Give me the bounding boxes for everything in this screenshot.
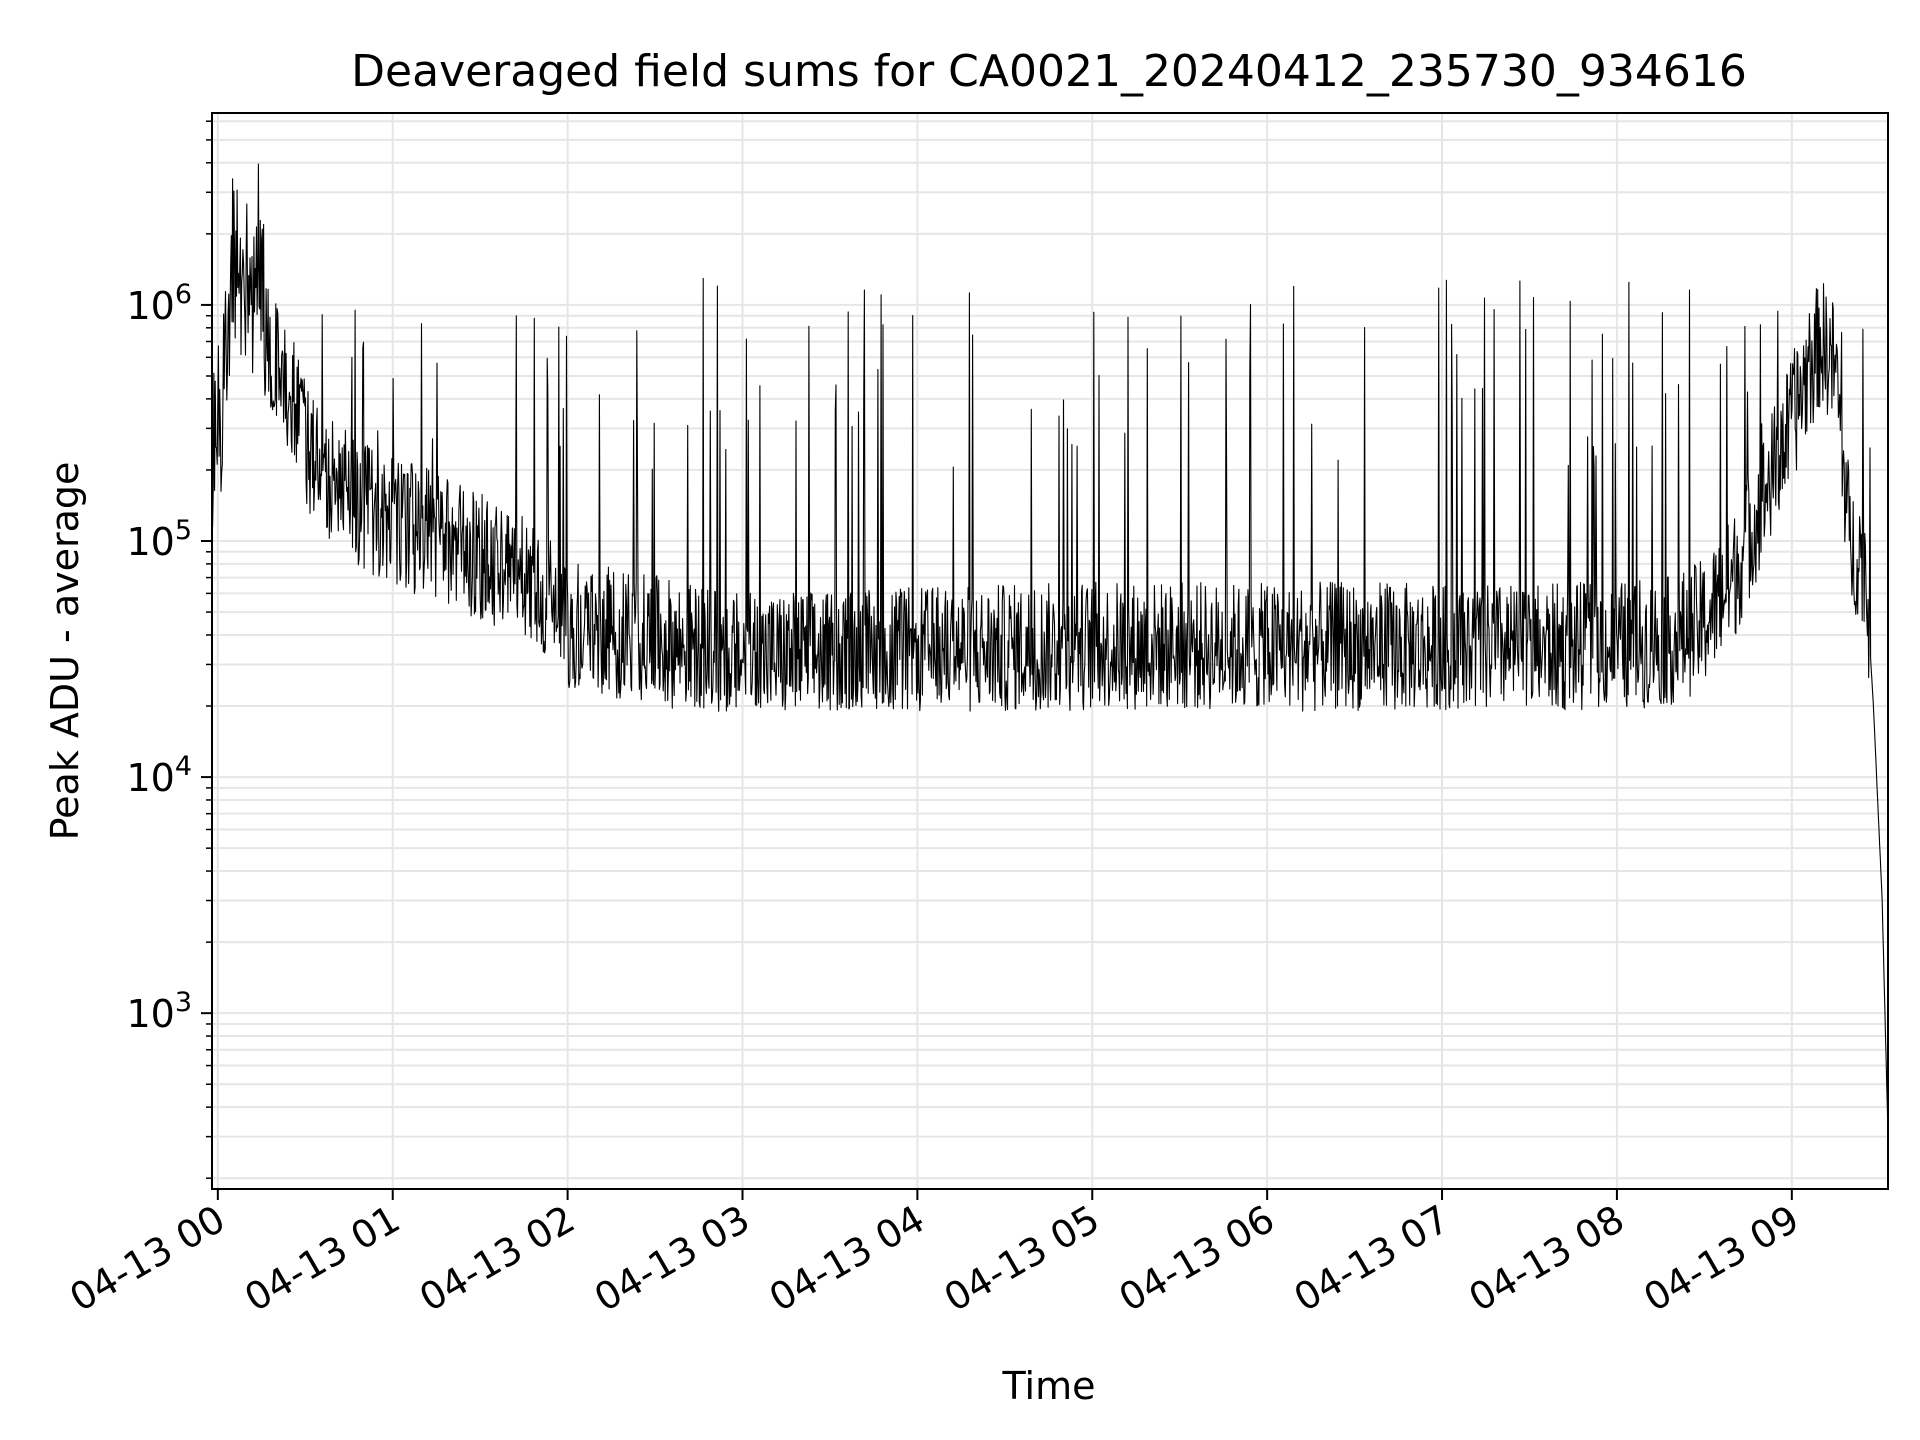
x-axis-label: Time	[1002, 1364, 1096, 1408]
plot-frame	[211, 112, 1889, 1190]
chart-title: Deaveraged field sums for CA0021_2024041…	[351, 46, 1747, 97]
y-axis-label: Peak ADU - average	[43, 462, 87, 841]
series-line	[211, 163, 1889, 1137]
series-layer	[211, 163, 1889, 1137]
y-axis: 103 104 105 106	[126, 120, 212, 1179]
y-tick-label: 104	[126, 751, 192, 800]
y-tick-label: 105	[126, 515, 192, 564]
y-tick-label: 103	[126, 987, 192, 1036]
y-tick-label: 106	[126, 279, 192, 328]
